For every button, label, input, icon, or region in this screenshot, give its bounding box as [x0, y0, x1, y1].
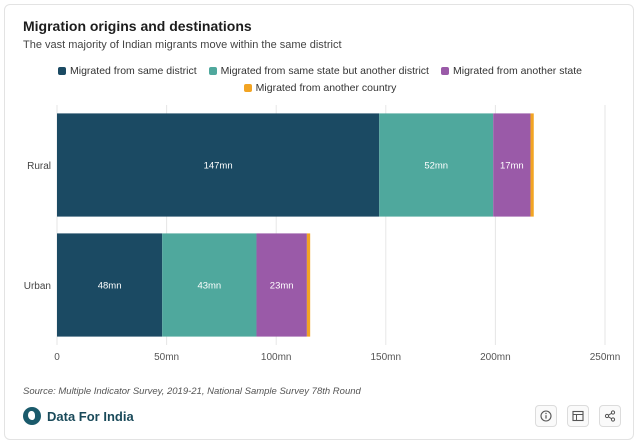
- bar-segment: [162, 233, 257, 337]
- category-label: Rural: [27, 161, 51, 172]
- data-label: 43mn: [197, 281, 221, 292]
- stacked-bar-chart: 0 50mn 100mn 150mn 200mn 250mn Rural 147mn 52mn 1…: [24, 105, 621, 363]
- legend-label: Migrated from another state: [452, 65, 582, 77]
- legend-swatch: [440, 67, 449, 75]
- x-tick-label: 200mn: [480, 352, 511, 363]
- data-label: 23mn: [270, 281, 294, 292]
- legend-swatch: [208, 67, 217, 75]
- share-button[interactable]: [599, 405, 621, 427]
- x-tick-label: 250mn: [590, 352, 621, 363]
- legend-label: Migrated from another country: [255, 82, 397, 94]
- chart-title: Migration origins and destinations: [23, 18, 252, 34]
- data-label: 17mn: [500, 161, 524, 172]
- legend-item-same-district: Migrated from same district: [58, 65, 197, 77]
- info-icon: [540, 410, 552, 422]
- share-icon: [604, 410, 616, 422]
- table-button[interactable]: [567, 405, 589, 427]
- data-label: 147mn: [204, 161, 233, 172]
- x-tick-label: 150mn: [371, 352, 402, 363]
- chart-legend: Migrated from same district Migrated fro…: [5, 65, 635, 99]
- chart-source: Source: Multiple Indicator Survey, 2019-…: [23, 386, 361, 397]
- legend-label: Migrated from same state but another dis…: [220, 65, 429, 77]
- data-label: 48mn: [98, 281, 122, 292]
- bar-segment: [493, 113, 531, 217]
- brand[interactable]: Data For India: [23, 407, 134, 425]
- legend-item-another-country: Migrated from another country: [243, 82, 397, 94]
- table-icon: [572, 410, 584, 422]
- brand-name: Data For India: [47, 408, 134, 424]
- chart-card: Migration origins and destinations The v…: [4, 4, 634, 440]
- brand-logo-icon: [23, 407, 41, 425]
- x-tick-label: 100mn: [261, 352, 292, 363]
- bar-segment: [306, 233, 311, 337]
- legend-row-1: Migrated from same district Migrated fro…: [5, 65, 635, 77]
- legend-swatch: [243, 84, 252, 92]
- category-label: Urban: [24, 281, 51, 292]
- legend-swatch: [58, 67, 67, 75]
- legend-row-2: Migrated from another country: [5, 82, 635, 94]
- bar-segment: [379, 113, 494, 217]
- bar-segment: [530, 113, 534, 217]
- x-tick-label: 50mn: [154, 352, 179, 363]
- data-label: 52mn: [424, 161, 448, 172]
- info-button[interactable]: [535, 405, 557, 427]
- legend-item-same-state: Migrated from same state but another dis…: [208, 65, 429, 77]
- legend-item-another-state: Migrated from another state: [440, 65, 582, 77]
- bar-segment: [57, 233, 163, 337]
- bar-segment: [57, 113, 380, 217]
- x-tick-label: 0: [54, 352, 60, 363]
- chart-subtitle: The vast majority of Indian migrants mov…: [23, 39, 342, 51]
- bar-segment: [256, 233, 307, 337]
- legend-label: Migrated from same district: [70, 65, 197, 77]
